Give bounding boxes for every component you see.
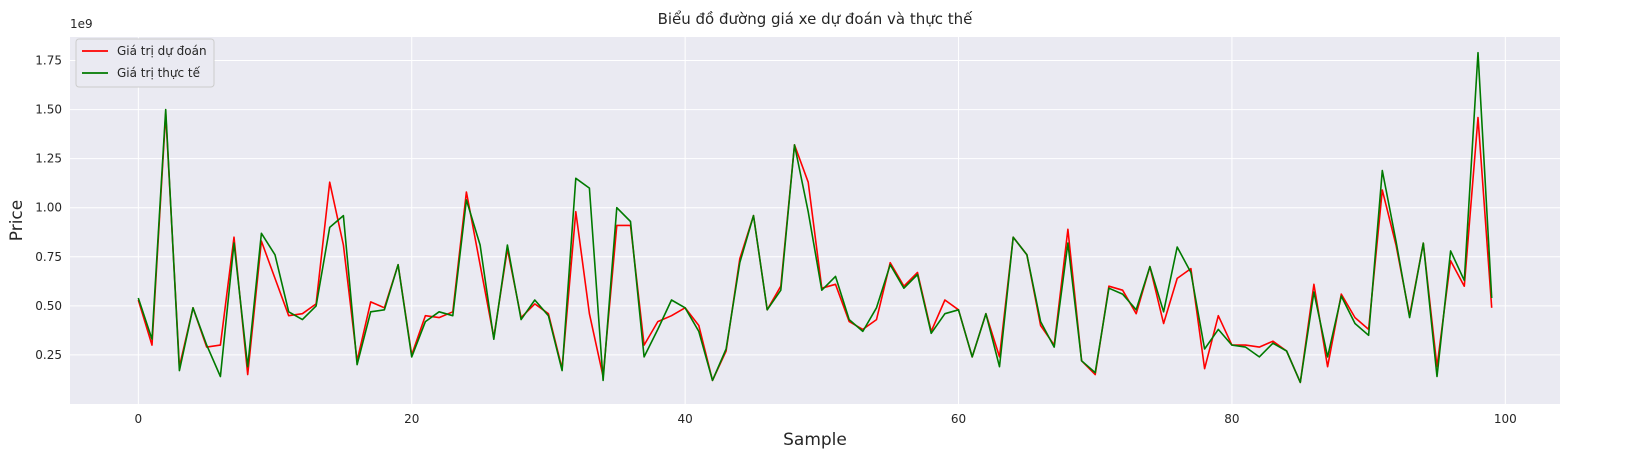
y-tick-label: 0.50 (35, 299, 62, 313)
x-tick-label: 0 (135, 412, 143, 426)
x-tick-label: 20 (404, 412, 419, 426)
grid-lines (70, 37, 1560, 404)
plot-area (70, 37, 1560, 404)
tick-labels: 0 20 40 60 80 100 0.25 0.50 0.75 1.00 1.25 1.50 1.75 (35, 54, 1516, 426)
x-tick-label: 60 (951, 412, 966, 426)
predicted-price-line (137, 112, 1493, 384)
x-axis-label: Sample (783, 430, 847, 450)
y-tick-label: 1.50 (35, 103, 62, 117)
x-tick-label: 40 (677, 412, 692, 426)
y-tick-label: 0.75 (35, 250, 62, 264)
legend-label-predicted: Giá trị dự đoán (117, 44, 207, 58)
x-tick-label: 80 (1224, 412, 1239, 426)
y-scale-factor: 1e9 (70, 17, 93, 31)
legend-label-actual: Giá trị thực tế (117, 66, 201, 80)
legend: Giá trị dự đoán Giá trị thực tế (75, 38, 215, 88)
y-tick-label: 1.00 (35, 201, 62, 215)
legend-box (75, 38, 215, 88)
x-tick-label: 100 (1494, 412, 1517, 426)
y-axis-label: Price (7, 200, 27, 241)
actual-price-line (137, 51, 1493, 384)
y-tick-label: 0.25 (35, 348, 62, 362)
chart-title: Biểu đồ đường giá xe dự đoán và thực thế (658, 10, 974, 28)
y-tick-label: 1.25 (35, 152, 62, 166)
y-tick-label: 1.75 (35, 54, 62, 68)
series-lines (137, 51, 1493, 384)
